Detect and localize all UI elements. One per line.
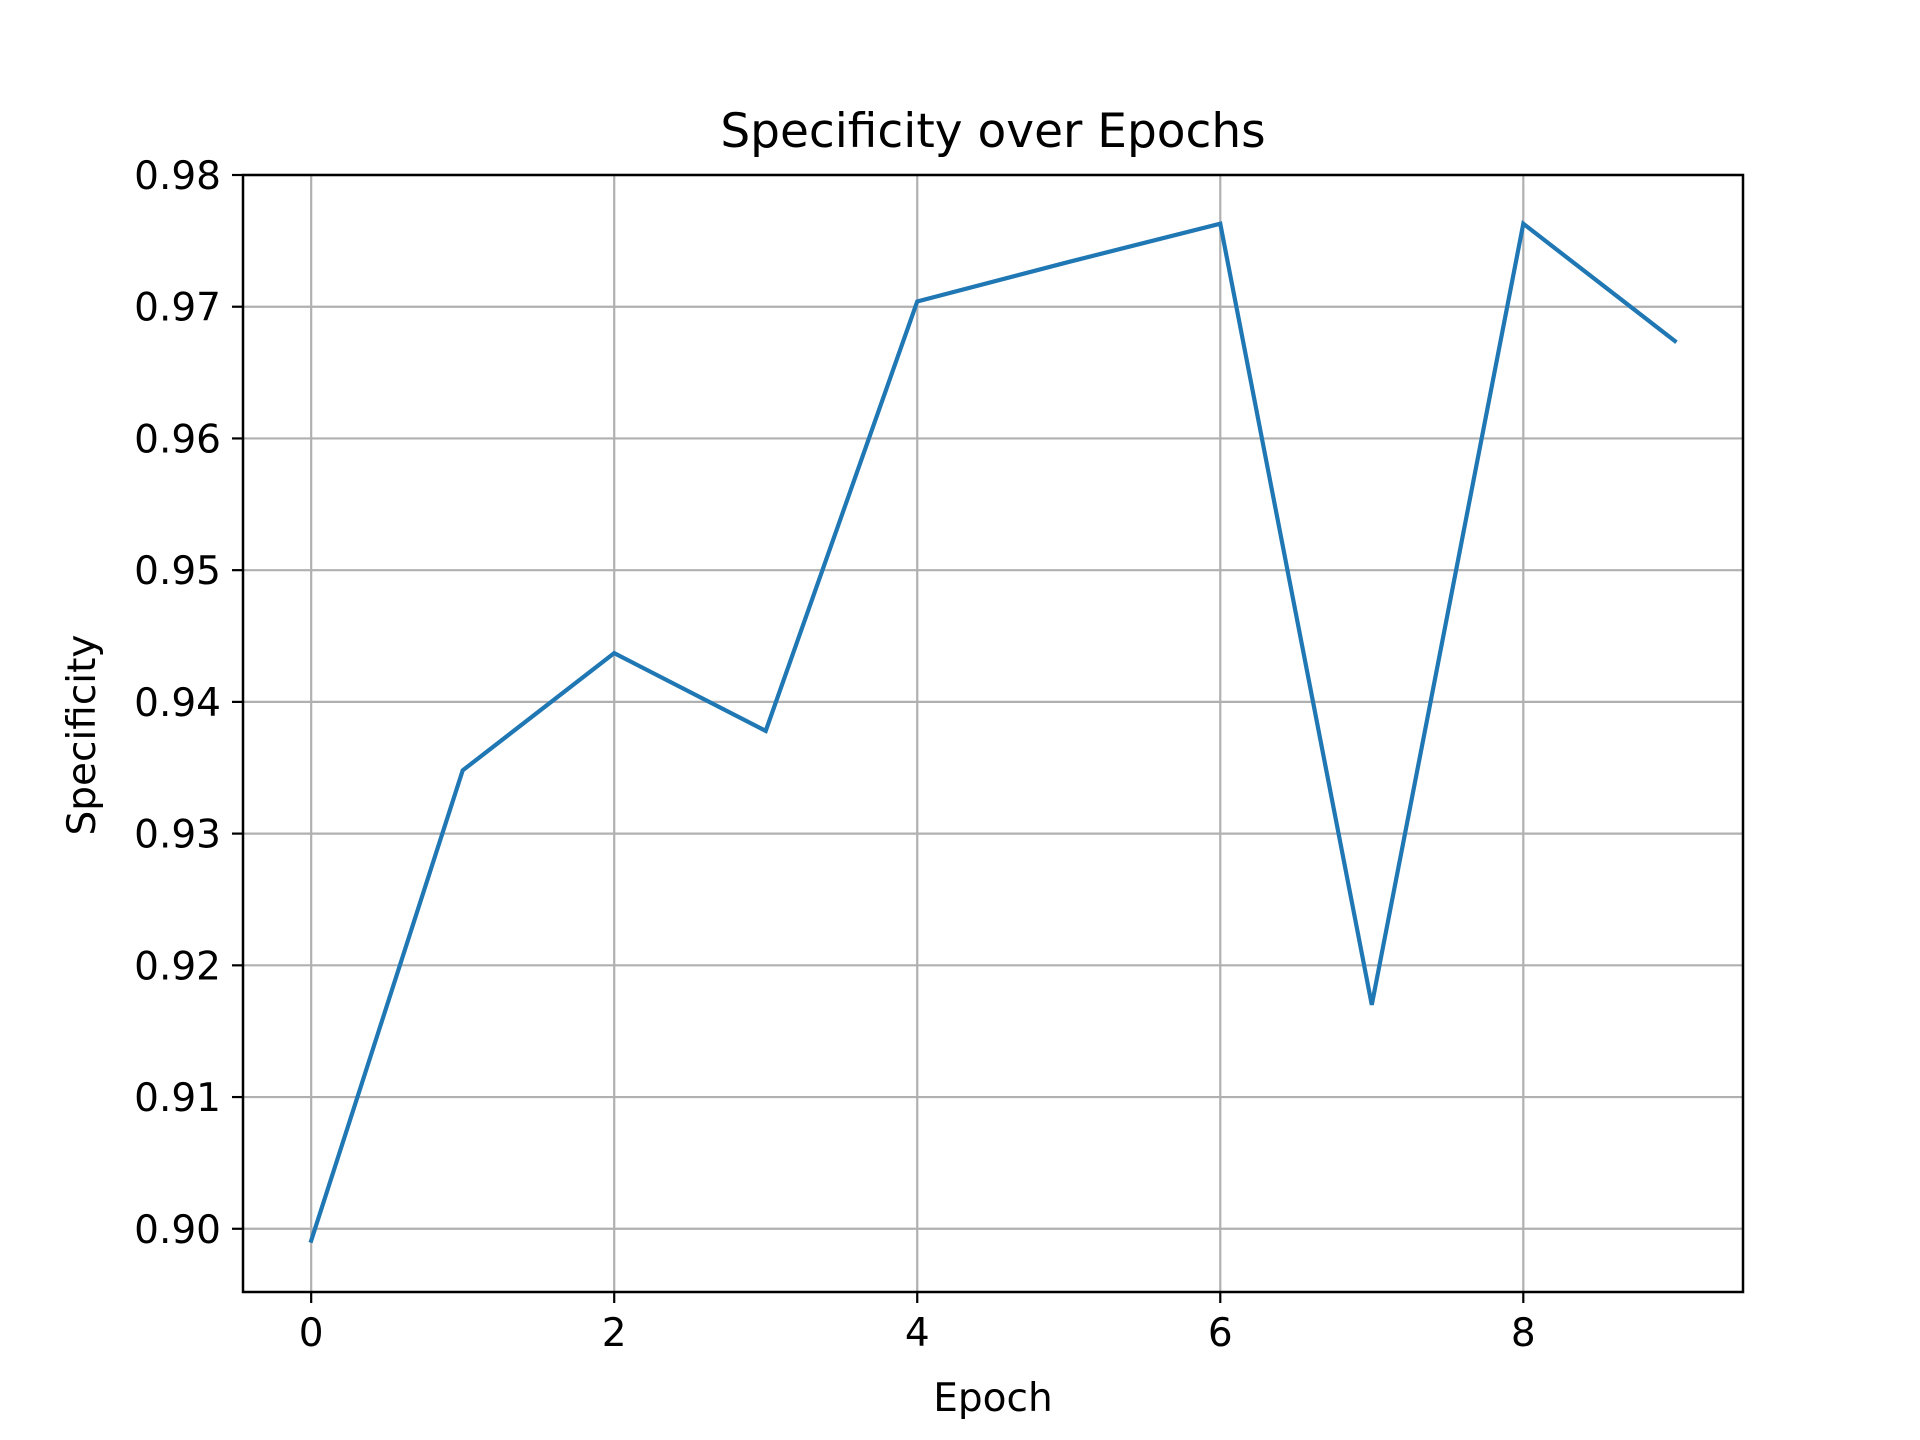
data-point (1066, 259, 1072, 265)
x-tick-label: 8 (1511, 1311, 1536, 1356)
data-point (763, 728, 769, 734)
series-line (308, 219, 1678, 1244)
x-axis-label: Epoch (933, 1376, 1052, 1421)
y-tick-label: 0.92 (134, 944, 221, 989)
series-layer (308, 219, 1678, 1244)
data-point (1217, 221, 1223, 227)
y-tick-label: 0.96 (134, 417, 221, 462)
x-tick-label: 2 (602, 1311, 627, 1356)
y-tick-label: 0.97 (134, 286, 221, 331)
y-tick-label: 0.95 (134, 549, 221, 594)
tick-layer: 0 2 4 6 8 0.90 0.91 0.92 0.93 0.94 0.95 0.96 0.97 0.9… (134, 154, 1536, 1356)
data-point (308, 1238, 314, 1244)
grid-layer (243, 173, 1743, 1292)
chart-title: Specificity over Epochs (720, 104, 1265, 159)
data-point (460, 767, 466, 773)
data-point (1520, 221, 1526, 227)
plot-frame (241, 173, 1745, 1294)
data-point (1369, 1002, 1375, 1008)
y-tick-label: 0.98 (134, 154, 221, 199)
y-tick-label: 0.93 (134, 813, 221, 858)
y-tick-label: 0.91 (134, 1076, 221, 1121)
data-point (611, 650, 617, 656)
data-point (1672, 338, 1678, 344)
x-tick-label: 0 (299, 1311, 324, 1356)
data-point (914, 298, 920, 304)
x-tick-label: 6 (1208, 1311, 1233, 1356)
y-tick-label: 0.90 (134, 1208, 221, 1253)
y-tick-label: 0.94 (134, 681, 221, 726)
x-tick-label: 4 (905, 1311, 930, 1356)
y-axis-label: Specificity (60, 635, 105, 836)
